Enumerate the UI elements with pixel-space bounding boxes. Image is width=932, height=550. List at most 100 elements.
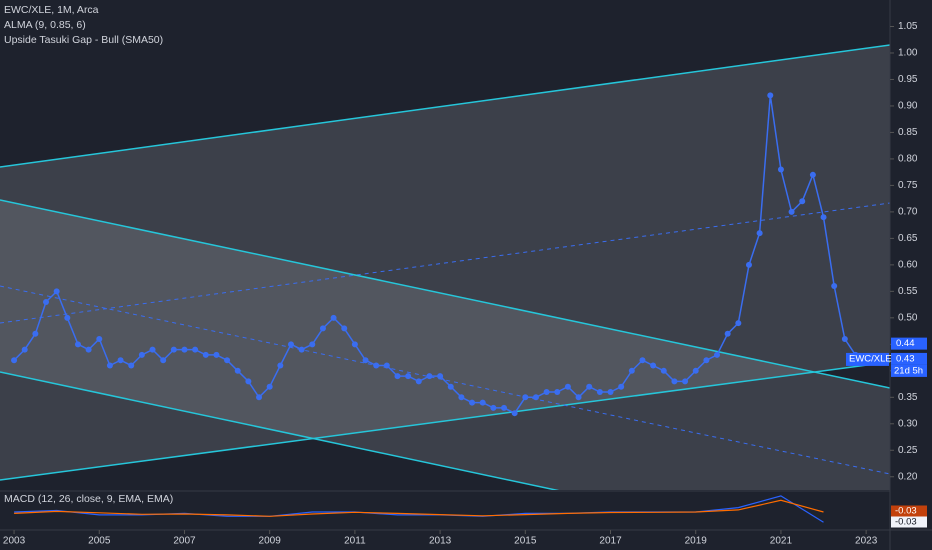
y-tick-label: 0.60 xyxy=(898,260,918,271)
price-point xyxy=(703,357,710,364)
y-tick-label: 0.90 xyxy=(898,101,918,112)
x-tick-label: 2011 xyxy=(344,536,366,547)
x-tick-label: 2003 xyxy=(3,536,26,547)
price-tag xyxy=(891,352,927,365)
price-point xyxy=(809,171,816,178)
price-point xyxy=(96,336,103,343)
price-point xyxy=(298,346,305,353)
y-tick-label: 0.80 xyxy=(898,154,918,165)
macd-tag-label: -0.03 xyxy=(895,506,917,517)
price-point xyxy=(32,330,39,337)
price-point xyxy=(607,389,614,395)
price-point xyxy=(586,383,593,390)
price-point xyxy=(319,325,326,332)
indicator-label: Upside Tasuki Gap - Bull (SMA50) xyxy=(4,34,163,46)
y-tick-label: 0.95 xyxy=(898,74,918,85)
y-tick-label: 0.70 xyxy=(898,207,918,218)
price-point xyxy=(341,325,348,332)
price-point xyxy=(831,283,838,290)
price-point xyxy=(85,346,92,353)
price-point xyxy=(287,341,294,348)
price-point xyxy=(351,341,358,348)
price-point xyxy=(479,399,486,406)
price-point xyxy=(692,367,699,374)
x-tick-label: 2019 xyxy=(685,536,708,547)
price-point xyxy=(639,357,646,364)
price-point xyxy=(426,373,433,380)
price-point xyxy=(277,362,284,369)
price-point xyxy=(256,394,263,401)
price-point xyxy=(43,298,50,305)
price-point xyxy=(532,394,539,401)
price-point xyxy=(628,367,635,374)
price-point xyxy=(415,378,422,385)
price-point xyxy=(181,346,188,353)
falling-channel xyxy=(0,200,890,490)
price-point xyxy=(309,341,316,348)
price-point xyxy=(618,383,625,390)
price-point xyxy=(330,314,337,321)
countdown-box xyxy=(891,364,927,377)
price-point xyxy=(543,389,550,395)
price-point xyxy=(554,389,561,395)
price-point xyxy=(74,341,81,348)
macd-tag-label: -0.03 xyxy=(895,517,917,528)
price-point xyxy=(106,362,113,369)
price-point xyxy=(437,373,444,380)
price-point xyxy=(383,362,390,369)
price-point xyxy=(266,383,273,390)
macd-tag xyxy=(891,516,927,528)
countdown: 21d 5h xyxy=(894,365,923,376)
price-point xyxy=(522,394,529,401)
symbol-tag-box xyxy=(846,352,889,366)
chart-title: EWC/XLE, 1M, Arca xyxy=(4,4,99,16)
price-point xyxy=(788,208,795,215)
x-tick-label: 2007 xyxy=(173,536,196,547)
channel-line xyxy=(0,199,890,389)
price-point xyxy=(767,92,774,99)
price-point xyxy=(469,399,476,406)
price-point xyxy=(160,357,167,364)
price-point xyxy=(64,314,71,321)
drawings xyxy=(0,44,890,490)
y-tick-label: 1.00 xyxy=(898,48,918,59)
price-point xyxy=(405,373,412,380)
macd-tag xyxy=(891,505,927,517)
y-tick-label: 1.05 xyxy=(898,21,918,32)
price-point xyxy=(192,346,199,353)
price-point xyxy=(660,367,667,374)
price-point xyxy=(501,404,508,411)
price-point xyxy=(458,394,465,401)
price-tag-label: 0.43 xyxy=(896,353,915,364)
x-tick-label: 2005 xyxy=(88,536,111,547)
y-tick-label: 0.85 xyxy=(898,127,918,138)
price-point xyxy=(490,404,497,411)
channel-line xyxy=(0,361,890,481)
price-point xyxy=(213,351,220,358)
macd-title: MACD (12, 26, close, 9, EMA, EMA) xyxy=(4,493,173,505)
x-tick-label: 2009 xyxy=(259,536,282,547)
price-tag-label: 0.44 xyxy=(896,338,915,349)
price-point xyxy=(202,351,209,358)
channel-line xyxy=(0,44,890,168)
channel-line xyxy=(0,371,560,490)
price-point xyxy=(511,410,518,417)
price-point xyxy=(117,357,124,364)
y-tick-label: 0.50 xyxy=(898,312,918,323)
price-tag xyxy=(891,337,927,350)
price-point xyxy=(841,336,848,343)
price-point xyxy=(21,346,28,353)
price-point xyxy=(362,357,369,364)
price-point xyxy=(671,378,678,385)
price-point xyxy=(724,330,731,337)
channel-mid xyxy=(0,202,890,324)
price-point xyxy=(11,357,18,364)
x-tick-label: 2021 xyxy=(770,536,793,547)
y-tick-label: 0.35 xyxy=(898,392,918,403)
price-point xyxy=(234,367,241,374)
price-point xyxy=(394,373,401,380)
indicator-label: ALMA (9, 0.85, 6) xyxy=(4,19,86,31)
price-point xyxy=(224,357,231,364)
price-point xyxy=(714,351,721,358)
